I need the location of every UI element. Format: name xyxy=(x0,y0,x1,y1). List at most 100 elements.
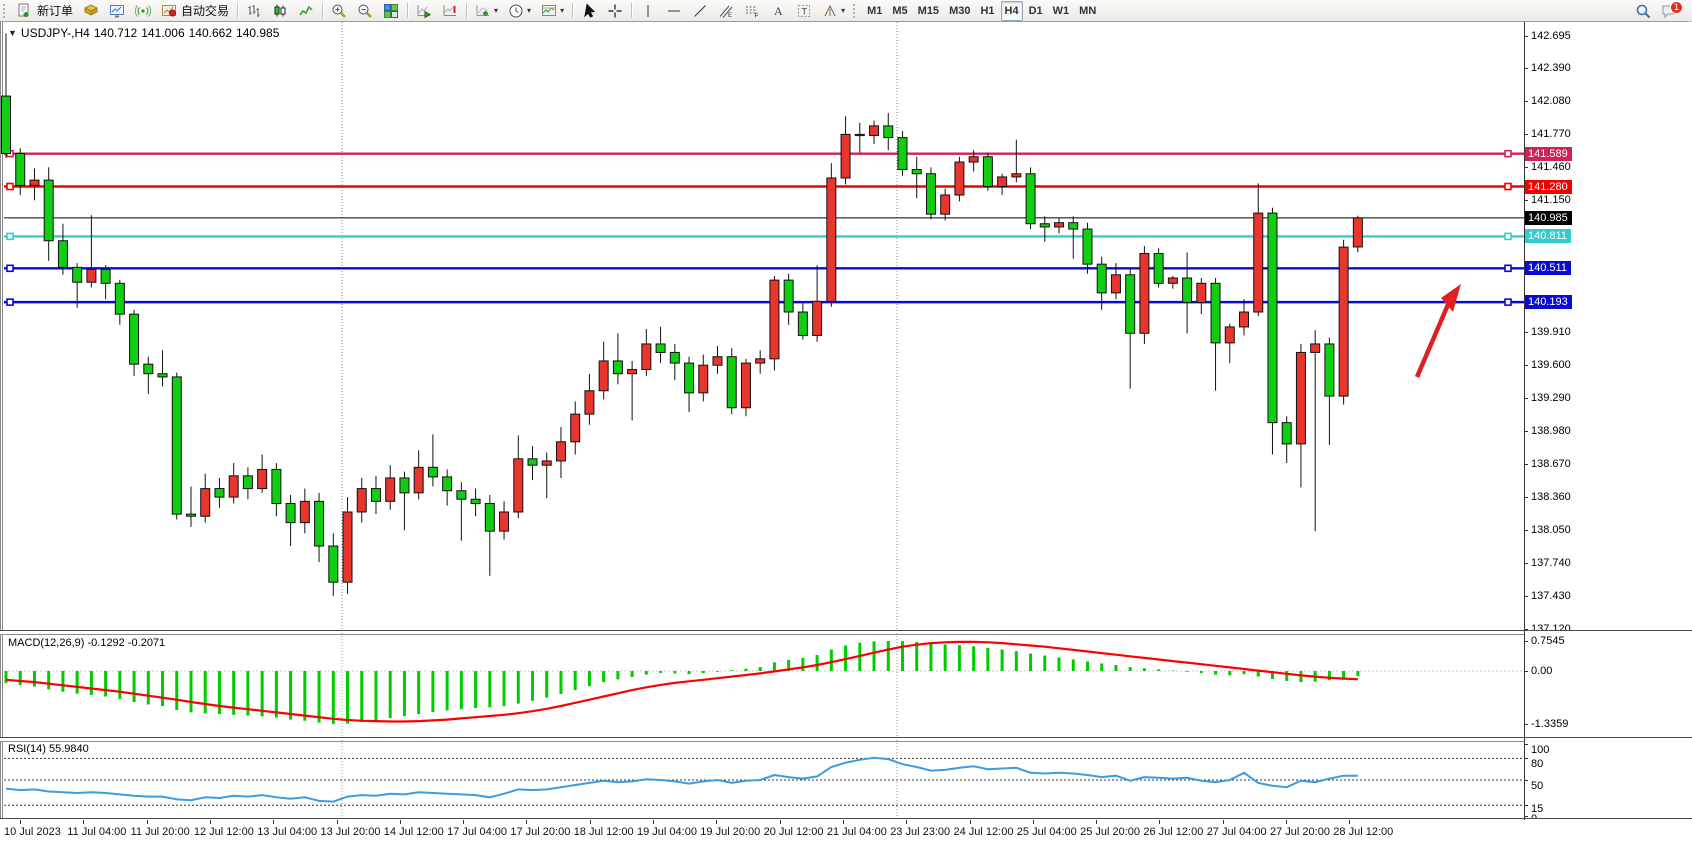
draw-horizontal-line-button[interactable] xyxy=(662,1,686,21)
time-tick xyxy=(526,820,528,824)
candle-body xyxy=(1110,274,1121,294)
chevron-down-icon[interactable]: ▾ xyxy=(527,6,532,15)
timeframe-d1-button[interactable]: D1 xyxy=(1028,4,1043,17)
time-tick xyxy=(1349,820,1351,824)
tile-windows-button[interactable] xyxy=(379,1,403,21)
rsi-plot[interactable] xyxy=(0,740,1524,818)
draw-text-button[interactable]: A xyxy=(766,1,790,21)
main-price-plot[interactable] xyxy=(0,22,1524,630)
auto-trading-button[interactable]: 自动交易 xyxy=(157,1,233,21)
price-tick-label: 138.980 xyxy=(1531,425,1571,438)
price-tick-label: 142.080 xyxy=(1531,95,1571,108)
time-label: 21 Jul 04:00 xyxy=(826,826,887,838)
price-tick-label: 139.910 xyxy=(1531,326,1571,339)
horizontal-line-140.511[interactable] xyxy=(4,264,1524,273)
line-handle[interactable] xyxy=(1504,264,1512,273)
line-handle[interactable] xyxy=(1504,298,1512,306)
timeframe-m1-button[interactable]: M1 xyxy=(867,4,883,17)
draw-vertical-line-button[interactable] xyxy=(636,1,660,21)
chart-close: 140.985 xyxy=(236,26,280,40)
signals-button[interactable] xyxy=(131,1,155,21)
candle-body xyxy=(584,390,595,415)
draw-fibonacci-button[interactable]: F xyxy=(740,1,764,21)
horizontal-line-141.280[interactable] xyxy=(4,182,1524,191)
price-axis[interactable]: 142.695 142.390 142.080 141.770 141.460 141.1… xyxy=(1524,22,1692,635)
market-watch-button[interactable] xyxy=(79,1,103,21)
panel-separator[interactable] xyxy=(0,737,1692,742)
svg-text:A: A xyxy=(774,4,783,18)
trend-arrow-annotation[interactable] xyxy=(1414,284,1461,378)
zoom-in-button[interactable] xyxy=(327,1,351,21)
zoom-out-icon xyxy=(358,4,372,18)
candle-body xyxy=(940,194,951,215)
indicators-list-button[interactable]: ▾ xyxy=(471,1,502,21)
line-handle[interactable] xyxy=(6,232,14,241)
candle-body xyxy=(869,125,880,136)
chart-shift-button[interactable] xyxy=(438,1,462,21)
time-label: 19 Jul 20:00 xyxy=(700,826,761,838)
market-watch-icon xyxy=(83,3,99,16)
timeframe-m5-button[interactable]: M5 xyxy=(892,4,908,17)
candle-body xyxy=(1182,277,1193,303)
terminal-window-button[interactable] xyxy=(105,1,129,21)
macd-plot[interactable] xyxy=(0,633,1524,737)
horizontal-line-140.811[interactable] xyxy=(4,232,1524,241)
rsi-axis-label: 80 xyxy=(1531,758,1544,771)
price-tick-label: 139.600 xyxy=(1531,359,1571,372)
draw-shapes-button[interactable]: ▾ xyxy=(818,1,849,21)
line-handle[interactable] xyxy=(1504,232,1512,241)
cursor-button[interactable] xyxy=(577,1,601,21)
line-handle[interactable] xyxy=(1504,149,1512,158)
crosshair-icon xyxy=(608,4,622,17)
periods-button[interactable]: ▾ xyxy=(504,1,535,21)
candle-body xyxy=(1267,212,1278,424)
line-handle[interactable] xyxy=(6,298,14,306)
price-tick xyxy=(1524,629,1528,630)
line-handle[interactable] xyxy=(6,182,14,191)
price-tick xyxy=(1524,464,1528,466)
bar-chart-mode-button[interactable] xyxy=(242,1,266,21)
chevron-down-icon[interactable]: ▼ xyxy=(8,28,17,38)
timeframe-w1-button[interactable]: W1 xyxy=(1052,4,1070,17)
timeframe-h4-button[interactable]: H4 xyxy=(1000,0,1023,21)
time-axis[interactable]: 10 Jul 2023 11 Jul 04:00 11 Jul 20:00 12 Ju… xyxy=(0,820,1692,850)
search-icon xyxy=(1636,4,1651,18)
panel-separator[interactable] xyxy=(0,630,1692,635)
crosshair-button[interactable] xyxy=(603,1,627,21)
chevron-down-icon[interactable]: ▾ xyxy=(841,6,846,15)
candlestick-mode-button[interactable] xyxy=(268,1,292,21)
draw-trendline-button[interactable] xyxy=(688,1,712,21)
line-chart-mode-button[interactable] xyxy=(294,1,318,21)
auto-scroll-button[interactable] xyxy=(412,1,436,21)
price-tick-label: 141.150 xyxy=(1531,194,1571,207)
horizontal-line-140.193[interactable] xyxy=(4,298,1524,306)
chevron-down-icon[interactable]: ▾ xyxy=(560,6,565,15)
price-tick xyxy=(1524,497,1528,499)
templates-button[interactable]: ▾ xyxy=(537,1,568,21)
new-order-label: 新订单 xyxy=(37,4,74,18)
timeframe-m15-button[interactable]: M15 xyxy=(917,4,940,17)
toolbar-grip[interactable] xyxy=(853,3,859,18)
new-order-button[interactable]: 新订单 xyxy=(13,1,77,21)
candle-body xyxy=(470,498,481,504)
candle-body xyxy=(911,168,922,175)
horizontal-line-141.589[interactable] xyxy=(4,149,1524,158)
timeframe-h1-button[interactable]: H1 xyxy=(980,4,995,17)
draw-label-button[interactable]: T xyxy=(792,1,816,21)
timeframe-m30-button[interactable]: M30 xyxy=(949,4,971,17)
search-button[interactable] xyxy=(1631,1,1655,21)
time-tick xyxy=(653,820,654,824)
time-tick xyxy=(146,820,148,824)
candle-body xyxy=(684,362,695,394)
toolbar-grip[interactable] xyxy=(3,3,9,18)
candle-body xyxy=(527,458,538,466)
draw-channel-button[interactable]: E xyxy=(714,1,738,21)
timeframe-mn-button[interactable]: MN xyxy=(1079,4,1097,17)
zoom-out-button[interactable] xyxy=(353,1,377,21)
line-handle[interactable] xyxy=(1504,182,1512,191)
chevron-down-icon[interactable]: ▾ xyxy=(494,6,499,15)
notifications-button[interactable]: 1 xyxy=(1657,0,1683,21)
candle-body xyxy=(100,268,111,284)
time-tick xyxy=(1222,820,1224,824)
line-handle[interactable] xyxy=(6,264,14,273)
